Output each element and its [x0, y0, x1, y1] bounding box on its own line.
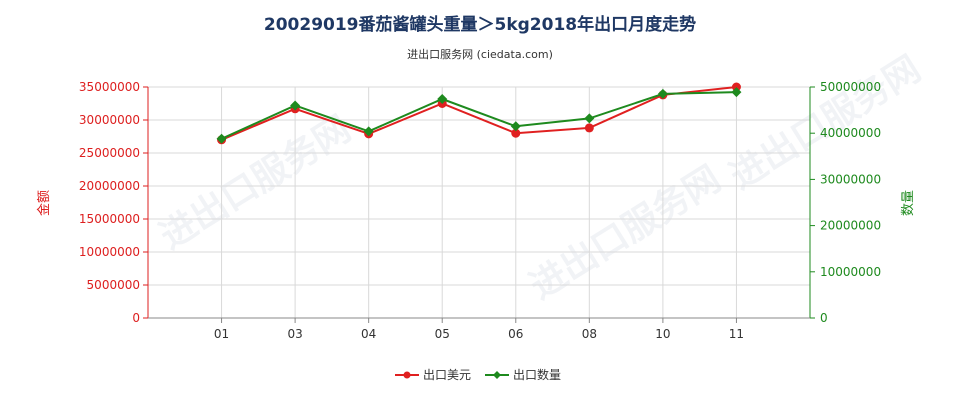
axes: [147, 87, 811, 319]
data-point: [731, 82, 741, 92]
data-point: [510, 121, 521, 132]
data-point: [363, 126, 374, 137]
y-axis-right-title: 数量: [901, 190, 916, 216]
y-axis-left-ticks: 0 5000000 10000000 15000000 20000000 25000000…: [79, 80, 148, 325]
y-left-tick-label: 30000000: [79, 113, 140, 127]
grid: [147, 86, 811, 319]
y-left-tick-label: 35000000: [79, 80, 140, 94]
y-right-tick-label: 0: [820, 311, 828, 325]
x-axis-ticks: 01 03 04 05 06 08 10 11: [214, 318, 744, 341]
x-tick-label: 03: [287, 327, 302, 341]
data-point: [584, 123, 594, 133]
data-point: [437, 94, 448, 105]
legend-label: 出口数量: [513, 367, 561, 382]
x-tick-label: 06: [508, 327, 523, 341]
y-right-tick-label: 40000000: [820, 126, 881, 140]
y-right-tick-label: 30000000: [820, 172, 881, 186]
y-axis-left-title: 金额: [36, 190, 52, 216]
data-point: [657, 88, 668, 99]
y-axis-right-ticks: 0 10000000 20000000 30000000 40000000 5000000…: [810, 80, 881, 325]
y-left-tick-label: 5000000: [87, 278, 140, 292]
legend-marker: [493, 371, 501, 379]
y-right-tick-label: 20000000: [820, 219, 881, 233]
watermark: 进出口服务网: [153, 108, 358, 257]
series-layer: [216, 82, 742, 145]
data-point: [511, 128, 521, 138]
series-line: [221, 86, 737, 141]
x-tick-label: 05: [435, 327, 450, 341]
y-left-tick-label: 15000000: [79, 212, 140, 226]
data-point: [731, 87, 742, 98]
y-left-tick-label: 10000000: [79, 245, 140, 259]
data-point: [290, 100, 301, 111]
chart-title: 20029019番茄酱罐头重量＞5kg2018年出口月度走势: [264, 14, 696, 35]
chart-subtitle: 进出口服务网 (ciedata.com): [407, 47, 553, 61]
x-tick-label: 01: [214, 327, 229, 341]
series-line: [221, 91, 737, 140]
series-right: [216, 87, 742, 144]
x-tick-label: 08: [582, 327, 597, 341]
x-tick-label: 11: [729, 327, 744, 341]
data-point: [216, 133, 227, 144]
x-tick-label: 10: [655, 327, 670, 341]
y-left-tick-label: 25000000: [79, 146, 140, 160]
legend: 出口美元 出口数量: [395, 367, 561, 382]
x-tick-label: 04: [361, 327, 376, 341]
legend-label: 出口美元: [423, 368, 471, 382]
legend-marker: [403, 371, 411, 379]
data-point: [584, 113, 595, 124]
y-left-tick-label: 20000000: [79, 179, 140, 193]
y-left-tick-label: 0: [132, 311, 140, 325]
y-right-tick-label: 10000000: [820, 265, 881, 279]
y-right-tick-label: 50000000: [820, 80, 881, 94]
